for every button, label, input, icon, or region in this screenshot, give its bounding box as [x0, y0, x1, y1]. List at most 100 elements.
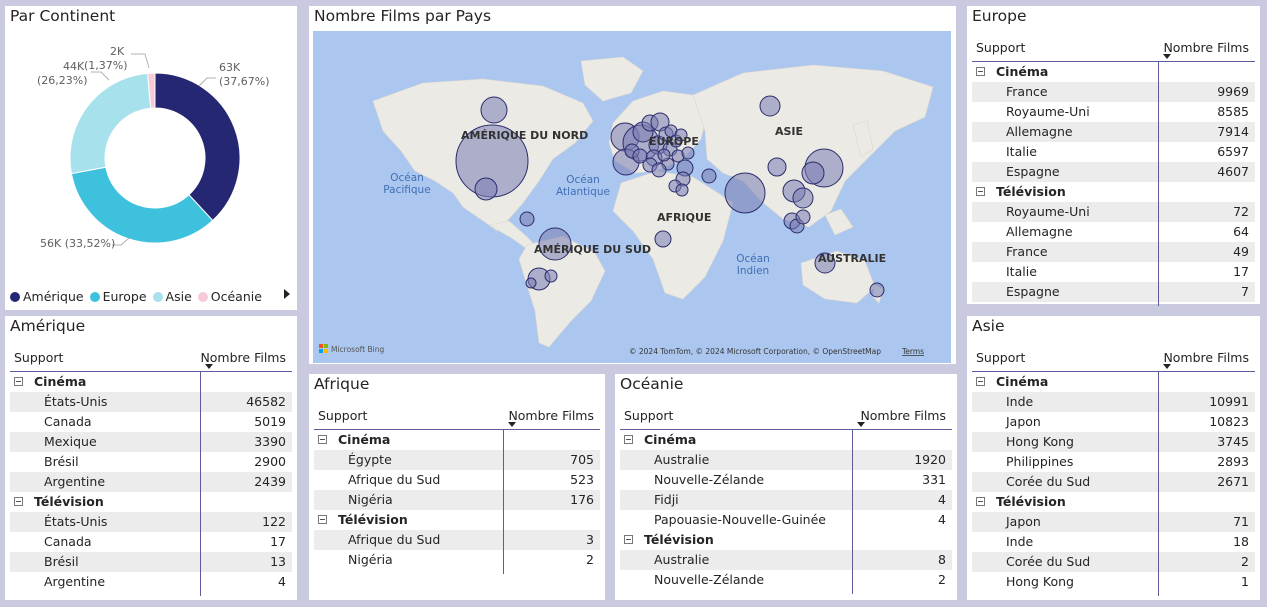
- group-label: Télévision: [34, 494, 104, 509]
- table-row[interactable]: Corée du Sud 2: [972, 552, 1255, 572]
- table-row[interactable]: Italie 6597: [972, 142, 1255, 162]
- country-bubble[interactable]: [701, 168, 717, 184]
- country-bubble[interactable]: [724, 172, 766, 214]
- table-row[interactable]: Afrique du Sud 3: [314, 530, 600, 550]
- donut-slice-amérique[interactable]: [154, 72, 241, 222]
- sort-descending-icon[interactable]: [857, 422, 865, 427]
- column-header-nombre-films[interactable]: Nombre Films: [860, 408, 946, 423]
- country-bubble[interactable]: [525, 277, 537, 289]
- table-row[interactable]: Royaume-Uni 72: [972, 202, 1255, 222]
- collapse-icon[interactable]: [14, 377, 23, 386]
- table-row[interactable]: Nigéria 176: [314, 490, 600, 510]
- table-row[interactable]: Hong Kong 1: [972, 572, 1255, 592]
- world-map[interactable]: AMÉRIQUE DU NORD AMÉRIQUE DU SUD EUROPE …: [313, 31, 951, 363]
- table-row[interactable]: Fidji 4: [620, 490, 952, 510]
- table-row[interactable]: Brésil 13: [10, 552, 292, 572]
- table-row[interactable]: Hong Kong 3745: [972, 432, 1255, 452]
- legend-item-amerique[interactable]: Amérique: [10, 289, 84, 304]
- column-header-support[interactable]: Support: [976, 40, 1026, 55]
- table-row[interactable]: Italie 17: [972, 262, 1255, 282]
- table-row[interactable]: Brésil 2900: [10, 452, 292, 472]
- sort-descending-icon[interactable]: [508, 422, 516, 427]
- collapse-icon[interactable]: [14, 497, 23, 506]
- table-row[interactable]: Royaume-Uni 8585: [972, 102, 1255, 122]
- collapse-icon[interactable]: [976, 187, 985, 196]
- table-row[interactable]: France 9969: [972, 82, 1255, 102]
- country-bubble[interactable]: [657, 148, 671, 162]
- table-row[interactable]: Argentine 4: [10, 572, 292, 592]
- table-row[interactable]: Allemagne 7914: [972, 122, 1255, 142]
- table-row[interactable]: Japon 71: [972, 512, 1255, 532]
- collapse-icon[interactable]: [318, 435, 327, 444]
- column-header-nombre-films[interactable]: Nombre Films: [508, 408, 594, 423]
- country-bubble[interactable]: [681, 146, 695, 160]
- column-header-nombre-films[interactable]: Nombre Films: [1163, 40, 1249, 55]
- collapse-icon[interactable]: [318, 515, 327, 524]
- sort-descending-icon[interactable]: [1163, 54, 1171, 59]
- country-bubble[interactable]: [538, 227, 572, 261]
- country-bubble[interactable]: [795, 209, 811, 225]
- collapse-icon[interactable]: [624, 535, 633, 544]
- country-bubble[interactable]: [869, 282, 885, 298]
- column-header-support[interactable]: Support: [318, 408, 368, 423]
- column-header-nombre-films[interactable]: Nombre Films: [200, 350, 286, 365]
- table-row[interactable]: Corée du Sud 2671: [972, 472, 1255, 492]
- table-row[interactable]: Philippines 2893: [972, 452, 1255, 472]
- table-row[interactable]: Nouvelle-Zélande 331: [620, 470, 952, 490]
- table-row[interactable]: Australie 8: [620, 550, 952, 570]
- table-row[interactable]: Allemagne 64: [972, 222, 1255, 242]
- table-row[interactable]: Inde 10991: [972, 392, 1255, 412]
- legend-item-oceanie[interactable]: Océanie: [197, 289, 262, 304]
- table-row[interactable]: États-Unis 122: [10, 512, 292, 532]
- table-row[interactable]: Canada 5019: [10, 412, 292, 432]
- legend-item-europe[interactable]: Europe: [89, 289, 147, 304]
- table-row[interactable]: Espagne 7: [972, 282, 1255, 302]
- table-row[interactable]: Nigéria 2: [314, 550, 600, 570]
- collapse-icon[interactable]: [976, 377, 985, 386]
- table-row[interactable]: Inde 18: [972, 532, 1255, 552]
- table-row[interactable]: Papouasie-Nouvelle-Guinée 4: [620, 510, 952, 530]
- country-bubble[interactable]: [480, 96, 508, 124]
- table-row[interactable]: Nouvelle-Zélande 2: [620, 570, 952, 590]
- table-row[interactable]: Japon 10823: [972, 412, 1255, 432]
- table-row[interactable]: Espagne 4607: [972, 162, 1255, 182]
- country-bubble[interactable]: [759, 95, 781, 117]
- column-header-support[interactable]: Support: [14, 350, 64, 365]
- legend-next-arrow-icon[interactable]: [284, 289, 290, 299]
- country-bubble[interactable]: [632, 148, 648, 164]
- table-row[interactable]: Australie 1920: [620, 450, 952, 470]
- country-bubble[interactable]: [519, 211, 535, 227]
- column-header-support[interactable]: Support: [976, 350, 1026, 365]
- country-bubble[interactable]: [675, 183, 689, 197]
- sort-descending-icon[interactable]: [205, 364, 213, 369]
- table-row[interactable]: Mexique 3390: [10, 432, 292, 452]
- table-row[interactable]: États-Unis 46582: [10, 392, 292, 412]
- row-value: 10991: [1209, 394, 1249, 409]
- collapse-icon[interactable]: [976, 67, 985, 76]
- legend-item-asie[interactable]: Asie: [152, 289, 192, 304]
- country-bubble[interactable]: [814, 252, 836, 274]
- country-bubble[interactable]: [474, 177, 498, 201]
- table-row[interactable]: Argentine 2439: [10, 472, 292, 492]
- table-row[interactable]: Afrique du Sud 523: [314, 470, 600, 490]
- donut-slice-europe[interactable]: [70, 166, 214, 244]
- collapse-icon[interactable]: [624, 435, 633, 444]
- column-header-nombre-films[interactable]: Nombre Films: [1163, 350, 1249, 365]
- donut-slice-océanie[interactable]: [147, 72, 156, 109]
- table-row[interactable]: France 49: [972, 242, 1255, 262]
- collapse-icon[interactable]: [976, 497, 985, 506]
- country-bubble[interactable]: [767, 157, 787, 177]
- donut-label-europe: 56K (33,52%): [40, 237, 116, 250]
- country-bubble[interactable]: [801, 161, 825, 185]
- country-bubble[interactable]: [544, 269, 558, 283]
- table-row[interactable]: Égypte 705: [314, 450, 600, 470]
- column-header-support[interactable]: Support: [624, 408, 674, 423]
- sort-descending-icon[interactable]: [1163, 364, 1171, 369]
- table-row[interactable]: Canada 17: [10, 532, 292, 552]
- donut-slice-asie[interactable]: [69, 72, 152, 175]
- country-bubble[interactable]: [651, 162, 667, 178]
- country-bubble[interactable]: [792, 187, 814, 209]
- country-bubble[interactable]: [674, 128, 688, 142]
- map-terms-link[interactable]: Terms: [901, 347, 924, 356]
- country-bubble[interactable]: [654, 230, 672, 248]
